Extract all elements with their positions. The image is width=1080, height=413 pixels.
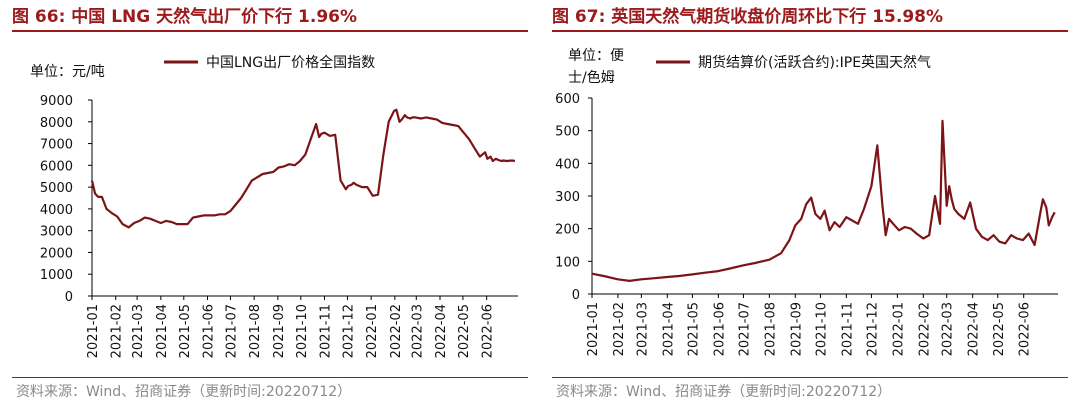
x-tick-label: 2021-06 — [201, 304, 216, 358]
x-tick-label: 2022-05 — [992, 302, 1007, 356]
figure-title: 图 66: 中国 LNG 天然气出厂价下行 1.96% — [12, 7, 358, 27]
bottom-divider — [12, 377, 528, 378]
y-tick-label: 8000 — [40, 116, 73, 131]
x-tick-label: 2021-02 — [612, 302, 627, 356]
y-tick-label: 600 — [555, 92, 580, 107]
x-tick-label: 2021-09 — [789, 302, 804, 356]
x-tick-label: 2021-06 — [712, 302, 727, 356]
x-tick-label: 2022-03 — [410, 304, 425, 358]
title-divider — [552, 30, 1068, 32]
series-line — [591, 119, 1056, 282]
series-line — [90, 108, 516, 229]
x-tick-label: 2022-06 — [1018, 302, 1033, 356]
source-note: 资料来源：Wind、招商证券（更新时间:20220712） — [556, 384, 892, 400]
x-tick-label: 2021-12 — [341, 304, 356, 358]
y-tick-label: 9000 — [40, 94, 73, 109]
x-tick-label: 2022-01 — [891, 302, 906, 356]
x-tick-label: 2021-07 — [737, 302, 752, 356]
x-tick-label: 2021-04 — [661, 302, 676, 356]
x-tick-label: 2021-03 — [635, 302, 650, 356]
x-tick-label: 2021-08 — [763, 302, 778, 356]
x-tick-label: 2021-10 — [295, 304, 310, 358]
x-tick-label: 2021-08 — [248, 304, 263, 358]
y-tick-label: 6000 — [40, 159, 73, 174]
y-tick-label: 2000 — [40, 246, 73, 261]
x-tick-label: 2021-11 — [840, 302, 855, 356]
y-tick-label: 4000 — [40, 203, 73, 218]
x-tick-label: 2022-04 — [967, 302, 982, 356]
legend-label: 中国LNG出厂价格全国指数 — [206, 54, 375, 71]
unit-label: 单位：元/吨 — [30, 64, 105, 80]
legend-label: 期货结算价(活跃合约):IPE英国天然气 — [698, 54, 931, 71]
figure-title: 图 67: 英国天然气期货收盘价周环比下行 15.98% — [552, 7, 944, 27]
x-tick-label: 2022-01 — [365, 304, 380, 358]
y-tick-label: 500 — [555, 125, 580, 140]
y-tick-label: 300 — [555, 190, 580, 205]
y-tick-label: 400 — [555, 157, 580, 172]
x-tick-label: 2021-03 — [131, 304, 146, 358]
title-divider — [12, 30, 528, 32]
x-tick-label: 2022-04 — [434, 304, 449, 358]
lng-price-chart: 0 1000 2000 3000 4000 5000 6000 7000 8000 9000 202… — [30, 54, 518, 358]
figure-66: 图 66: 中国 LNG 天然气出厂价下行 1.96% 0 1000 2000 300… — [12, 7, 528, 400]
y-tick-label: 200 — [555, 223, 580, 238]
y-tick-label: 3000 — [40, 225, 73, 240]
source-note: 资料来源：Wind、招商证券（更新时间:20220712） — [16, 384, 352, 400]
x-tick-label: 2021-07 — [224, 304, 239, 358]
unit-label: 单位：便 — [568, 48, 624, 64]
x-tick-label: 2022-02 — [389, 304, 404, 358]
x-tick-label: 2021-11 — [319, 304, 334, 358]
x-tick-label: 2021-10 — [814, 302, 829, 356]
x-tick-label: 2021-12 — [865, 302, 880, 356]
bottom-divider — [552, 377, 1068, 378]
x-tick-label: 2021-05 — [686, 302, 701, 356]
x-tick-label: 2022-02 — [917, 302, 932, 356]
x-tick-label: 2021-01 — [586, 302, 601, 356]
unit-label: 士/色姆 — [568, 69, 615, 86]
ipe-gas-futures-chart: 0 100 200 300 400 500 600 2021-01 2021-02 2021-03… — [555, 48, 1058, 356]
x-tick-label: 2022-03 — [941, 302, 956, 356]
y-tick-label: 0 — [572, 288, 580, 303]
x-tick-label: 2021-02 — [110, 304, 125, 358]
figure-67: 图 67: 英国天然气期货收盘价周环比下行 15.98% 0 100 200 300 4… — [540, 0, 1080, 413]
y-tick-label: 0 — [65, 290, 73, 305]
y-tick-label: 5000 — [40, 181, 73, 196]
x-tick-label: 2021-09 — [272, 304, 287, 358]
y-tick-label: 7000 — [40, 138, 73, 153]
x-tick-label: 2022-05 — [457, 304, 472, 358]
x-tick-label: 2021-04 — [155, 304, 170, 358]
x-tick-label: 2021-01 — [86, 304, 101, 358]
y-tick-label: 1000 — [40, 268, 73, 283]
y-tick-label: 100 — [555, 255, 580, 270]
x-tick-label: 2022-06 — [481, 304, 496, 358]
x-tick-label: 2021-05 — [178, 304, 193, 358]
